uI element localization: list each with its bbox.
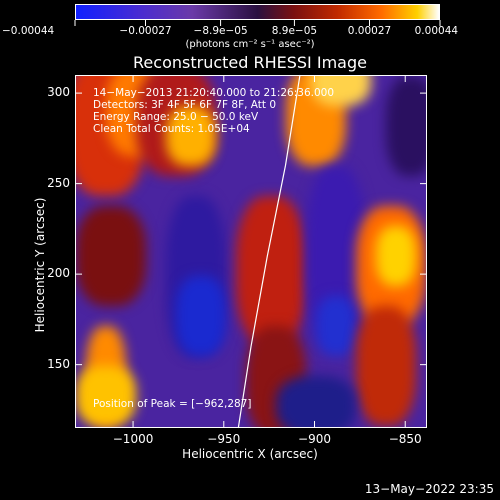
y-tick-label: 300 [47,85,70,100]
y-tick-label: 250 [47,175,70,190]
y-axis-label: Heliocentric Y (arcsec) [33,197,47,333]
colorbar [75,4,440,20]
colorbar-tick-label: −0.00027 [119,25,172,37]
y-tick-label: 200 [47,266,70,281]
solar-limb-line [237,74,301,429]
colorbar-tick-label: −8.9e−05 [193,25,248,37]
x-tick-label: −850 [388,432,422,446]
x-tick-label: −900 [298,432,331,446]
annotation-clean-counts: Clean Total Counts: 1.05E+04 [93,123,250,135]
annotation-energy-range: Energy Range: 25.0 − 50.0 keV [93,111,259,123]
colorbar-ticks [74,20,441,26]
colorbar-unit: (photons cm⁻² s⁻¹ asec⁻²) [185,39,315,50]
colorbar-tick-label: 0.00044 [414,25,459,37]
heatmap-image [75,75,427,428]
annotation-time-range: 14−May−2013 21:20:40.000 to 21:26:36.000 [93,87,335,99]
y-tick-label: 150 [47,356,70,371]
annotation-detectors: Detectors: 3F 4F 5F 6F 7F 8F, Att 0 [93,99,277,111]
chart-title: Reconstructed RHESSI Image [133,53,367,72]
x-tick-label: −1000 [112,432,154,446]
footer-timestamp: 13−May−2022 23:35 [364,482,494,496]
x-axis-label: Heliocentric X (arcsec) [182,447,318,461]
annotation-peak-position: Position of Peak = [−962,287] [93,398,252,410]
x-tick-label: −950 [207,432,241,446]
colorbar-tick-label: 0.00027 [347,25,392,37]
colorbar-tick-label: 8.9e−05 [271,25,318,37]
colorbar-tick-label: −0.00044 [2,25,55,37]
